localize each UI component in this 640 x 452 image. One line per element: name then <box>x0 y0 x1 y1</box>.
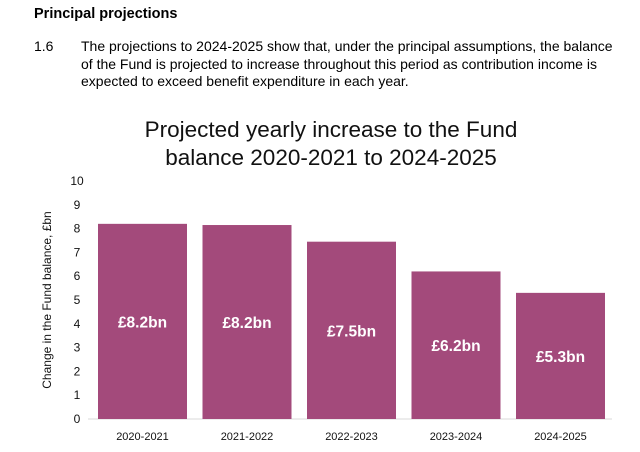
section-heading: Principal projections <box>34 6 178 22</box>
x-tick-label: 2022-2023 <box>325 431 378 443</box>
bar <box>202 225 292 419</box>
y-tick-label: 7 <box>74 245 81 259</box>
bar <box>516 292 605 419</box>
bar-data-label: £7.5bn <box>327 323 376 340</box>
bar-data-label: £5.3bn <box>536 349 585 366</box>
bar-data-label: £8.2bn <box>118 314 167 331</box>
y-tick-label: 3 <box>74 341 81 355</box>
y-tick-label: 4 <box>74 317 81 331</box>
chart-title-line-1: Projected yearly increase to the Fund <box>145 117 518 142</box>
x-tick-label: 2020-2021 <box>116 431 169 443</box>
paragraph-text: The projections to 2024-2025 show that, … <box>81 38 613 89</box>
y-tick-label: 1 <box>74 388 81 402</box>
y-axis-label: Change in the Fund balance, £bn <box>40 211 54 388</box>
y-tick-label: 8 <box>74 222 81 236</box>
x-tick-label: 2024-2025 <box>534 431 587 443</box>
bar-data-label: £6.2bn <box>431 338 480 355</box>
x-tick-label: 2023-2024 <box>430 431 483 443</box>
y-tick-label: 2 <box>74 364 81 378</box>
x-tick-label: 2021-2022 <box>221 431 274 443</box>
y-tick-label: 9 <box>74 198 81 212</box>
y-tick-label: 6 <box>74 269 81 283</box>
bar-data-label: £8.2bn <box>222 315 271 332</box>
y-tick-label: 10 <box>70 174 84 188</box>
bar <box>411 271 501 419</box>
paragraph-number: 1.6 <box>34 38 54 54</box>
y-tick-label: 5 <box>74 293 81 307</box>
y-tick-label: 0 <box>74 412 81 426</box>
bar <box>98 223 187 419</box>
chart-title-line-2: balance 2020-2021 to 2024-2025 <box>165 145 497 170</box>
bar <box>307 241 396 419</box>
